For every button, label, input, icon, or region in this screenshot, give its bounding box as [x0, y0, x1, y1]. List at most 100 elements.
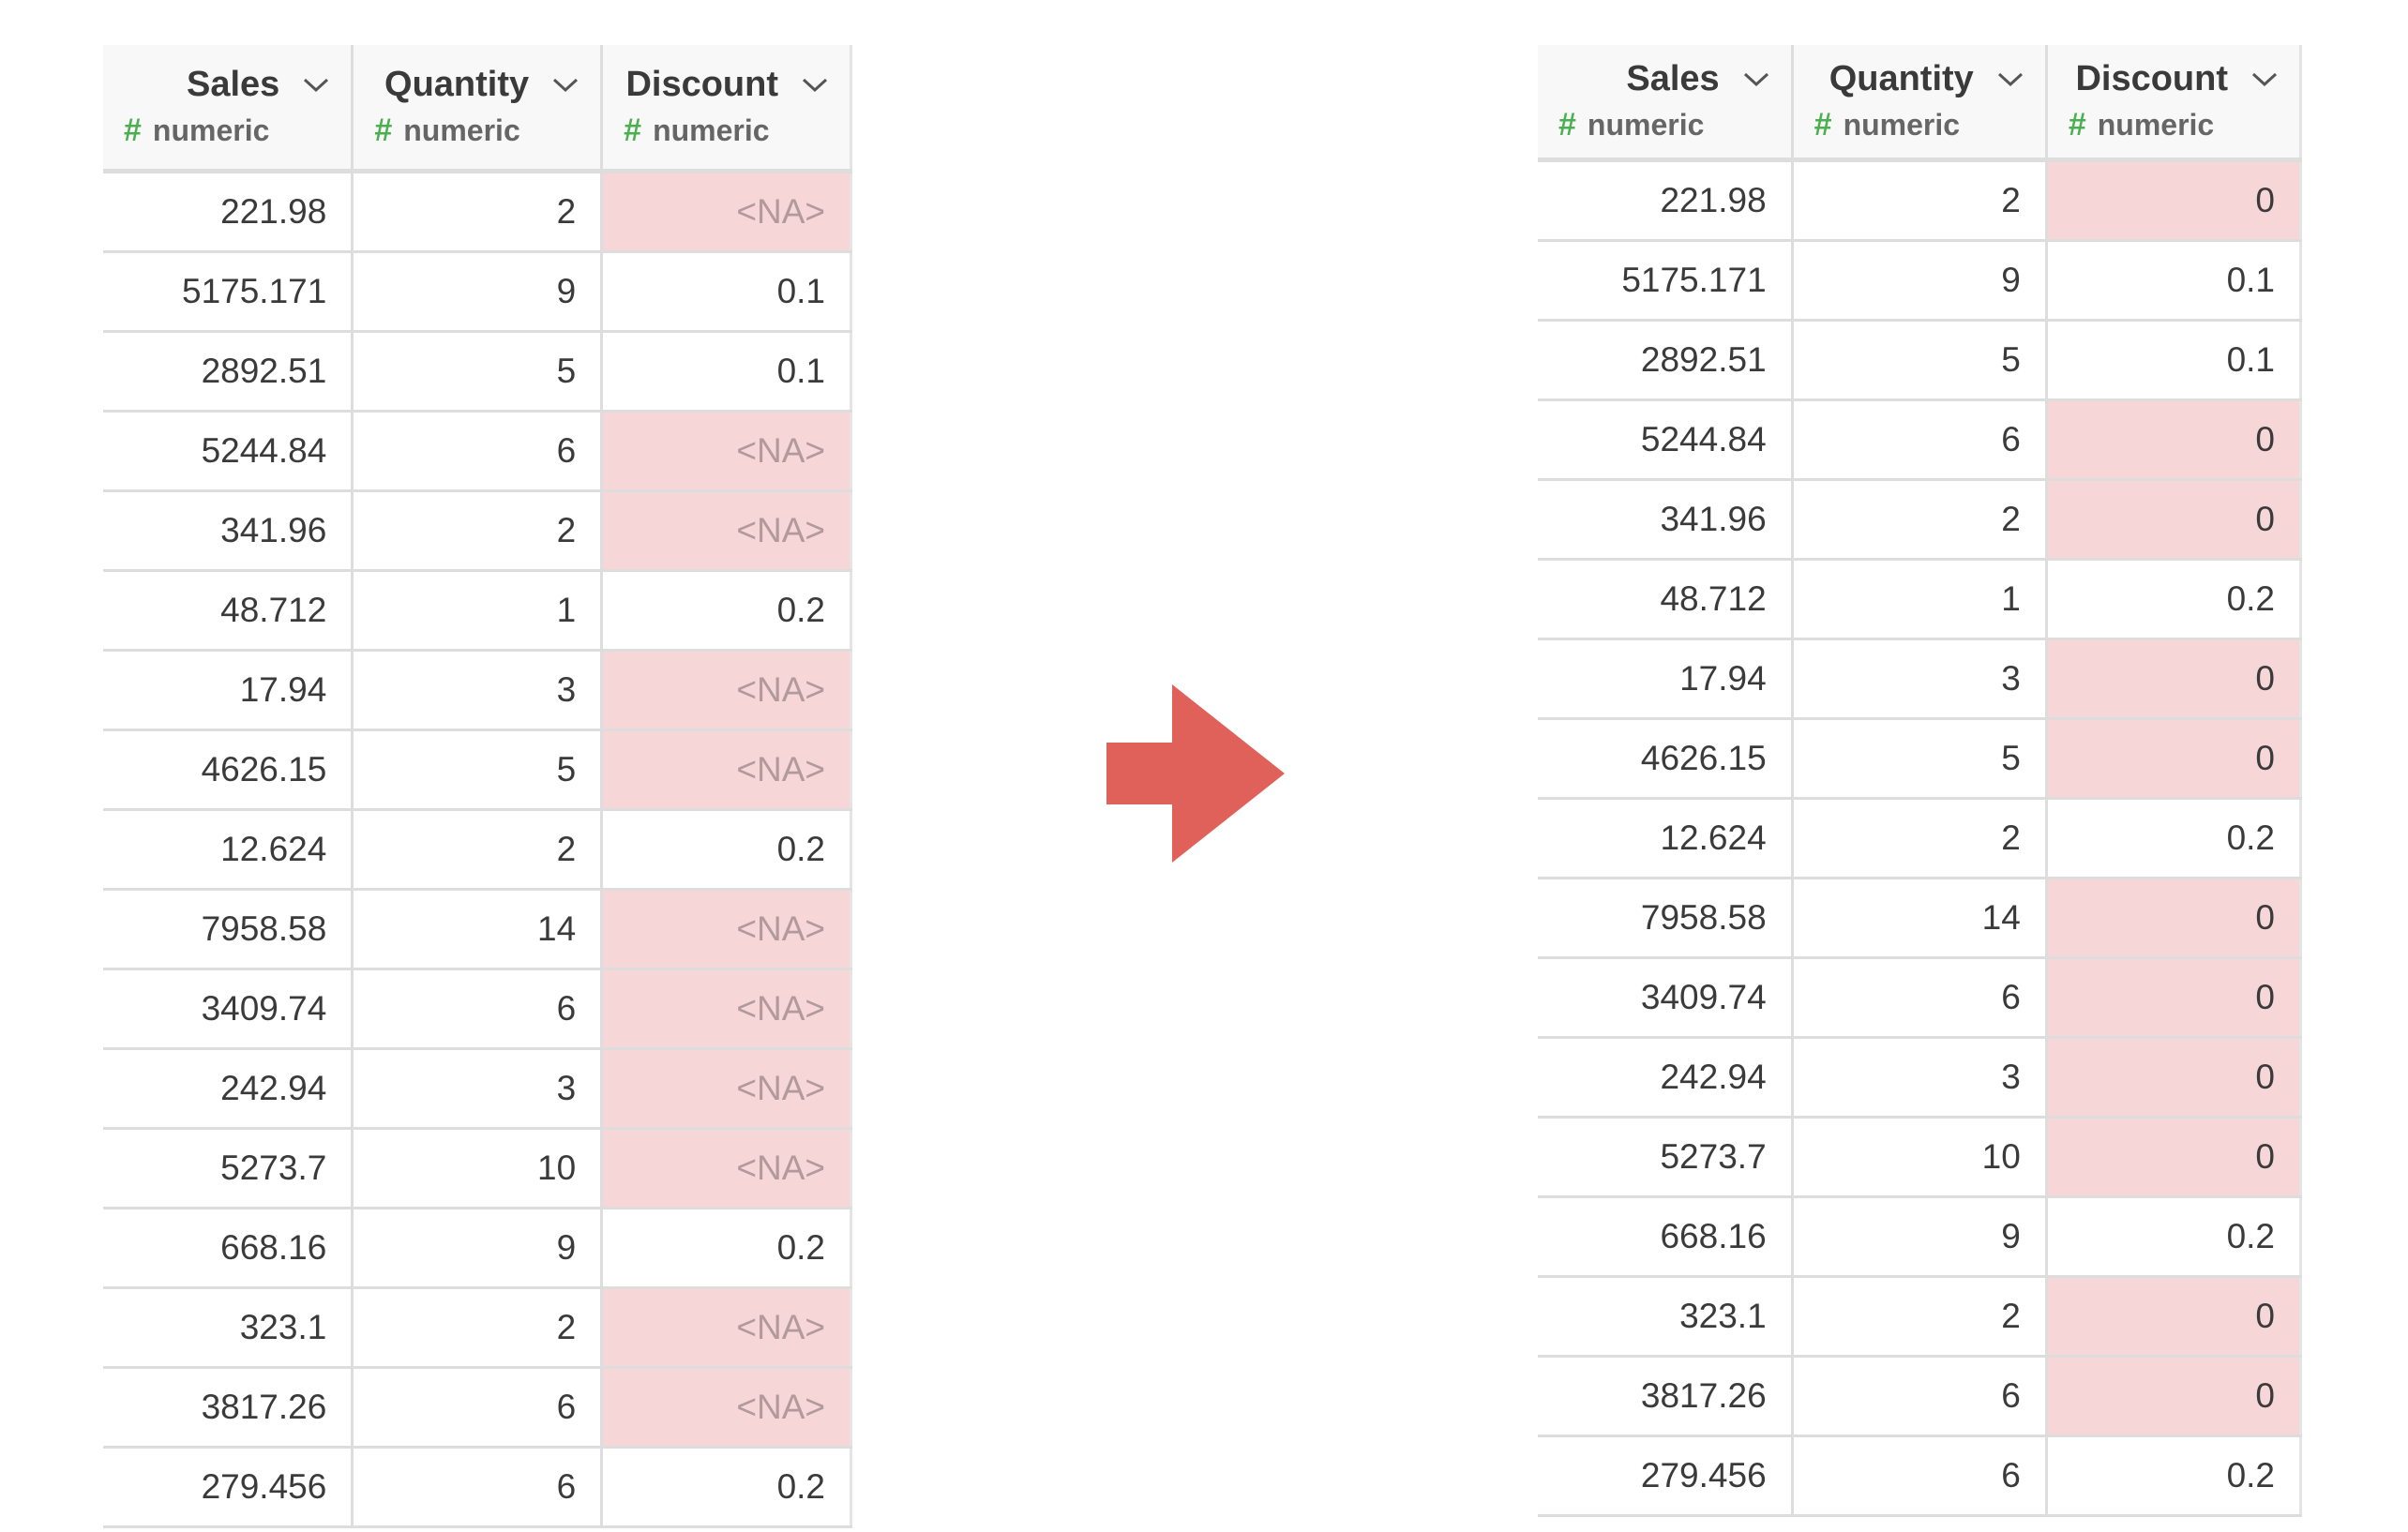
- table-row[interactable]: 5244.84 6 <NA>: [103, 411, 852, 492]
- sales-cell[interactable]: 4626.15: [1538, 718, 1794, 800]
- sales-cell[interactable]: 221.98: [1538, 159, 1794, 242]
- discount-cell[interactable]: <NA>: [601, 1287, 852, 1369]
- discount-cell[interactable]: <NA>: [601, 1367, 852, 1449]
- table-row[interactable]: 12.624 2 0.2: [103, 809, 852, 891]
- quantity-cell[interactable]: 1: [352, 570, 604, 652]
- sales-cell[interactable]: 3817.26: [1538, 1356, 1794, 1437]
- sales-cell[interactable]: 221.98: [103, 171, 354, 253]
- sales-cell[interactable]: 279.456: [1538, 1435, 1794, 1517]
- table-row[interactable]: 3817.26 6 0: [1538, 1356, 2303, 1437]
- table-row[interactable]: 12.624 2 0.2: [1538, 798, 2303, 879]
- quantity-cell[interactable]: 10: [1792, 1117, 2048, 1198]
- sales-cell[interactable]: 17.94: [103, 650, 354, 731]
- column-header-quantity[interactable]: Quantity # numeric: [1792, 45, 2048, 162]
- discount-cell[interactable]: <NA>: [601, 411, 852, 492]
- column-header-discount[interactable]: Discount # numeric: [601, 45, 852, 173]
- sales-cell[interactable]: 17.94: [1538, 638, 1794, 720]
- quantity-cell[interactable]: 14: [1792, 878, 2048, 959]
- chevron-down-icon[interactable]: [801, 76, 829, 95]
- sales-cell[interactable]: 279.456: [103, 1447, 354, 1528]
- discount-cell[interactable]: 0.2: [2046, 798, 2303, 879]
- chevron-down-icon[interactable]: [1996, 70, 2024, 89]
- sales-cell[interactable]: 7958.58: [103, 889, 354, 970]
- table-row[interactable]: 5244.84 6 0: [1538, 399, 2303, 481]
- table-row[interactable]: 323.1 2 0: [1538, 1276, 2303, 1358]
- sales-cell[interactable]: 5244.84: [103, 411, 354, 492]
- sales-cell[interactable]: 5273.7: [1538, 1117, 1794, 1198]
- sales-cell[interactable]: 242.94: [1538, 1037, 1794, 1119]
- sales-cell[interactable]: 48.712: [103, 570, 354, 652]
- quantity-cell[interactable]: 1: [1792, 559, 2048, 640]
- sales-cell[interactable]: 5175.171: [1538, 240, 1794, 322]
- discount-cell[interactable]: 0: [2046, 1117, 2303, 1198]
- quantity-cell[interactable]: 6: [352, 969, 604, 1050]
- table-row[interactable]: 7958.58 14 <NA>: [103, 889, 852, 970]
- discount-cell[interactable]: 0: [2046, 638, 2303, 720]
- sales-cell[interactable]: 5273.7: [103, 1128, 354, 1209]
- table-row[interactable]: 48.712 1 0.2: [103, 570, 852, 652]
- quantity-cell[interactable]: 2: [1792, 159, 2048, 242]
- discount-cell[interactable]: <NA>: [601, 1048, 852, 1130]
- column-header-quantity[interactable]: Quantity # numeric: [352, 45, 604, 173]
- discount-cell[interactable]: <NA>: [601, 729, 852, 811]
- sales-cell[interactable]: 7958.58: [1538, 878, 1794, 959]
- table-row[interactable]: 242.94 3 0: [1538, 1037, 2303, 1119]
- discount-cell[interactable]: 0: [2046, 159, 2303, 242]
- chevron-down-icon[interactable]: [551, 76, 579, 95]
- discount-cell[interactable]: 0.1: [601, 331, 852, 413]
- discount-cell[interactable]: <NA>: [601, 969, 852, 1050]
- quantity-cell[interactable]: 6: [1792, 957, 2048, 1039]
- quantity-cell[interactable]: 5: [352, 729, 604, 811]
- quantity-cell[interactable]: 6: [352, 1447, 604, 1528]
- quantity-cell[interactable]: 2: [1792, 479, 2048, 561]
- quantity-cell[interactable]: 6: [1792, 1435, 2048, 1517]
- discount-cell[interactable]: 0.2: [601, 1208, 852, 1289]
- quantity-cell[interactable]: 3: [1792, 638, 2048, 720]
- sales-cell[interactable]: 341.96: [103, 490, 354, 572]
- sales-cell[interactable]: 12.624: [1538, 798, 1794, 879]
- discount-cell[interactable]: <NA>: [601, 889, 852, 970]
- table-row[interactable]: 3409.74 6 0: [1538, 957, 2303, 1039]
- sales-cell[interactable]: 323.1: [1538, 1276, 1794, 1358]
- discount-cell[interactable]: 0.1: [2046, 240, 2303, 322]
- table-row[interactable]: 341.96 2 0: [1538, 479, 2303, 561]
- discount-cell[interactable]: 0: [2046, 957, 2303, 1039]
- quantity-cell[interactable]: 9: [1792, 1196, 2048, 1278]
- discount-cell[interactable]: 0.1: [601, 251, 852, 333]
- discount-cell[interactable]: 0.2: [2046, 559, 2303, 640]
- discount-cell[interactable]: 0.1: [2046, 320, 2303, 401]
- table-row[interactable]: 5273.7 10 0: [1538, 1117, 2303, 1198]
- table-row[interactable]: 242.94 3 <NA>: [103, 1048, 852, 1130]
- table-row[interactable]: 5175.171 9 0.1: [1538, 240, 2303, 322]
- quantity-cell[interactable]: 9: [352, 251, 604, 333]
- table-row[interactable]: 3409.74 6 <NA>: [103, 969, 852, 1050]
- sales-cell[interactable]: 48.712: [1538, 559, 1794, 640]
- quantity-cell[interactable]: 6: [352, 411, 604, 492]
- sales-cell[interactable]: 5244.84: [1538, 399, 1794, 481]
- sales-cell[interactable]: 3409.74: [1538, 957, 1794, 1039]
- discount-cell[interactable]: <NA>: [601, 490, 852, 572]
- table-row[interactable]: 17.94 3 <NA>: [103, 650, 852, 731]
- discount-cell[interactable]: 0.2: [601, 570, 852, 652]
- table-row[interactable]: 4626.15 5 <NA>: [103, 729, 852, 811]
- table-row[interactable]: 668.16 9 0.2: [103, 1208, 852, 1289]
- discount-cell[interactable]: <NA>: [601, 171, 852, 253]
- table-row[interactable]: 221.98 2 <NA>: [103, 171, 852, 253]
- column-header-sales[interactable]: Sales # numeric: [103, 45, 354, 173]
- discount-cell[interactable]: 0.2: [2046, 1435, 2303, 1517]
- table-row[interactable]: 668.16 9 0.2: [1538, 1196, 2303, 1278]
- chevron-down-icon[interactable]: [2250, 70, 2279, 89]
- quantity-cell[interactable]: 2: [352, 171, 604, 253]
- sales-cell[interactable]: 2892.51: [103, 331, 354, 413]
- table-row[interactable]: 7958.58 14 0: [1538, 878, 2303, 959]
- sales-cell[interactable]: 2892.51: [1538, 320, 1794, 401]
- quantity-cell[interactable]: 2: [1792, 1276, 2048, 1358]
- sales-cell[interactable]: 242.94: [103, 1048, 354, 1130]
- quantity-cell[interactable]: 3: [352, 650, 604, 731]
- column-header-discount[interactable]: Discount # numeric: [2046, 45, 2303, 162]
- table-row[interactable]: 323.1 2 <NA>: [103, 1287, 852, 1369]
- discount-cell[interactable]: 0: [2046, 1356, 2303, 1437]
- table-row[interactable]: 48.712 1 0.2: [1538, 559, 2303, 640]
- table-row[interactable]: 3817.26 6 <NA>: [103, 1367, 852, 1449]
- quantity-cell[interactable]: 3: [352, 1048, 604, 1130]
